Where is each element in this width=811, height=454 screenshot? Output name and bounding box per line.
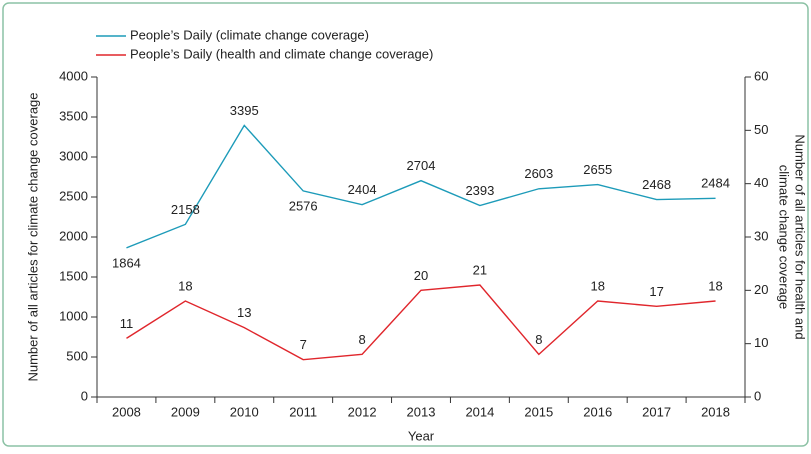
data-label: 7 [300,337,307,352]
y2-axis-label: climate change coverage [777,165,792,310]
data-label: 2393 [465,183,494,198]
y-tick-label: 1000 [59,308,88,323]
data-label: 2704 [407,158,436,173]
y2-axis-label: Number of all articles for health and [793,134,808,339]
data-label: 2158 [171,202,200,217]
y2-tick-label: 60 [754,68,768,83]
data-label: 18 [590,278,604,293]
y2-tick-label: 20 [754,282,768,297]
y-axis-label: Number of all articles for climate chang… [25,92,40,381]
data-label: 11 [120,316,134,331]
y-tick-label: 3500 [59,108,88,123]
y-tick-label: 4000 [59,68,88,83]
data-label: 1864 [112,255,141,270]
legend-label: People’s Daily (climate change coverage) [130,27,369,42]
y2-tick-label: 30 [754,228,768,243]
frame [2,2,809,447]
data-label: 21 [473,262,487,277]
x-tick-label: 2018 [701,404,730,419]
x-axis-label: Year [408,428,435,443]
y-tick-label: 2500 [59,188,88,203]
data-label: 2576 [289,198,318,213]
data-label: 3395 [230,103,259,118]
data-label: 2603 [524,166,553,181]
data-label: 2468 [642,177,671,192]
y-tick-label: 2000 [59,228,88,243]
y2-tick-label: 0 [754,388,761,403]
y-tick-label: 0 [81,388,88,403]
y2-tick-label: 10 [754,335,768,350]
x-tick-label: 2009 [171,404,200,419]
data-label: 2404 [348,182,377,197]
data-label: 17 [649,284,663,299]
x-tick-label: 2011 [289,404,317,419]
data-label: 18 [178,278,192,293]
y-tick-label: 3000 [59,148,88,163]
x-tick-label: 2010 [230,404,259,419]
legend-label: People’s Daily (health and climate chang… [130,46,433,61]
data-label: 18 [708,278,722,293]
data-label: 8 [358,332,365,347]
x-tick-label: 2015 [524,404,553,419]
data-label: 13 [237,305,251,320]
x-tick-label: 2016 [583,404,612,419]
x-tick-label: 2013 [407,404,436,419]
x-tick-label: 2008 [112,404,141,419]
y-tick-label: 1500 [59,268,88,283]
data-label: 2655 [583,162,612,177]
x-tick-label: 2014 [465,404,494,419]
data-label: 2484 [701,176,730,191]
x-tick-label: 2012 [348,404,377,419]
x-tick-label: 2017 [642,404,671,419]
series-line [126,284,716,361]
series-line [126,124,716,249]
data-label: 8 [535,332,542,347]
y2-tick-label: 40 [754,175,768,190]
y-tick-label: 500 [66,348,88,363]
y2-tick-label: 50 [754,122,768,137]
data-label: 20 [414,268,428,283]
